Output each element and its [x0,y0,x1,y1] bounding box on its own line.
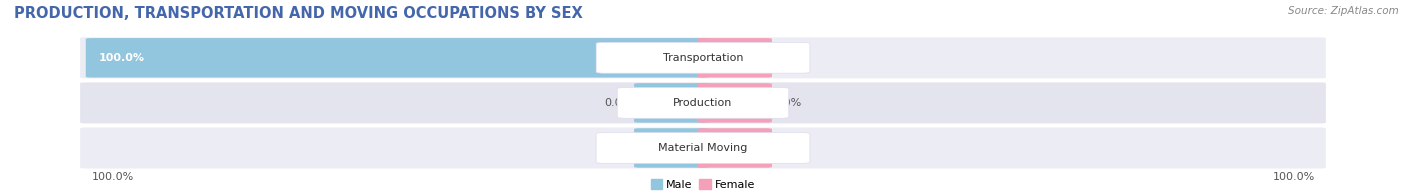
FancyBboxPatch shape [697,38,772,78]
FancyBboxPatch shape [80,82,1326,123]
FancyBboxPatch shape [634,128,709,168]
Text: 0.0%: 0.0% [773,143,801,153]
Text: Production: Production [673,98,733,108]
FancyBboxPatch shape [80,37,1326,78]
FancyBboxPatch shape [86,38,709,78]
Text: 100.0%: 100.0% [98,53,145,63]
Text: 0.0%: 0.0% [605,143,633,153]
Text: Transportation: Transportation [662,53,744,63]
Text: 0.0%: 0.0% [773,98,801,108]
FancyBboxPatch shape [80,127,1326,169]
Text: 0.0%: 0.0% [773,53,801,63]
Text: 0.0%: 0.0% [605,98,633,108]
FancyBboxPatch shape [697,128,772,168]
Text: Source: ZipAtlas.com: Source: ZipAtlas.com [1288,6,1399,16]
FancyBboxPatch shape [697,83,772,123]
Text: PRODUCTION, TRANSPORTATION AND MOVING OCCUPATIONS BY SEX: PRODUCTION, TRANSPORTATION AND MOVING OC… [14,6,583,21]
Legend: Male, Female: Male, Female [647,175,759,194]
FancyBboxPatch shape [634,83,709,123]
Text: 100.0%: 100.0% [91,172,134,182]
Text: 100.0%: 100.0% [1272,172,1315,182]
FancyBboxPatch shape [596,133,810,163]
Text: Material Moving: Material Moving [658,143,748,153]
FancyBboxPatch shape [617,88,789,118]
FancyBboxPatch shape [596,43,810,73]
